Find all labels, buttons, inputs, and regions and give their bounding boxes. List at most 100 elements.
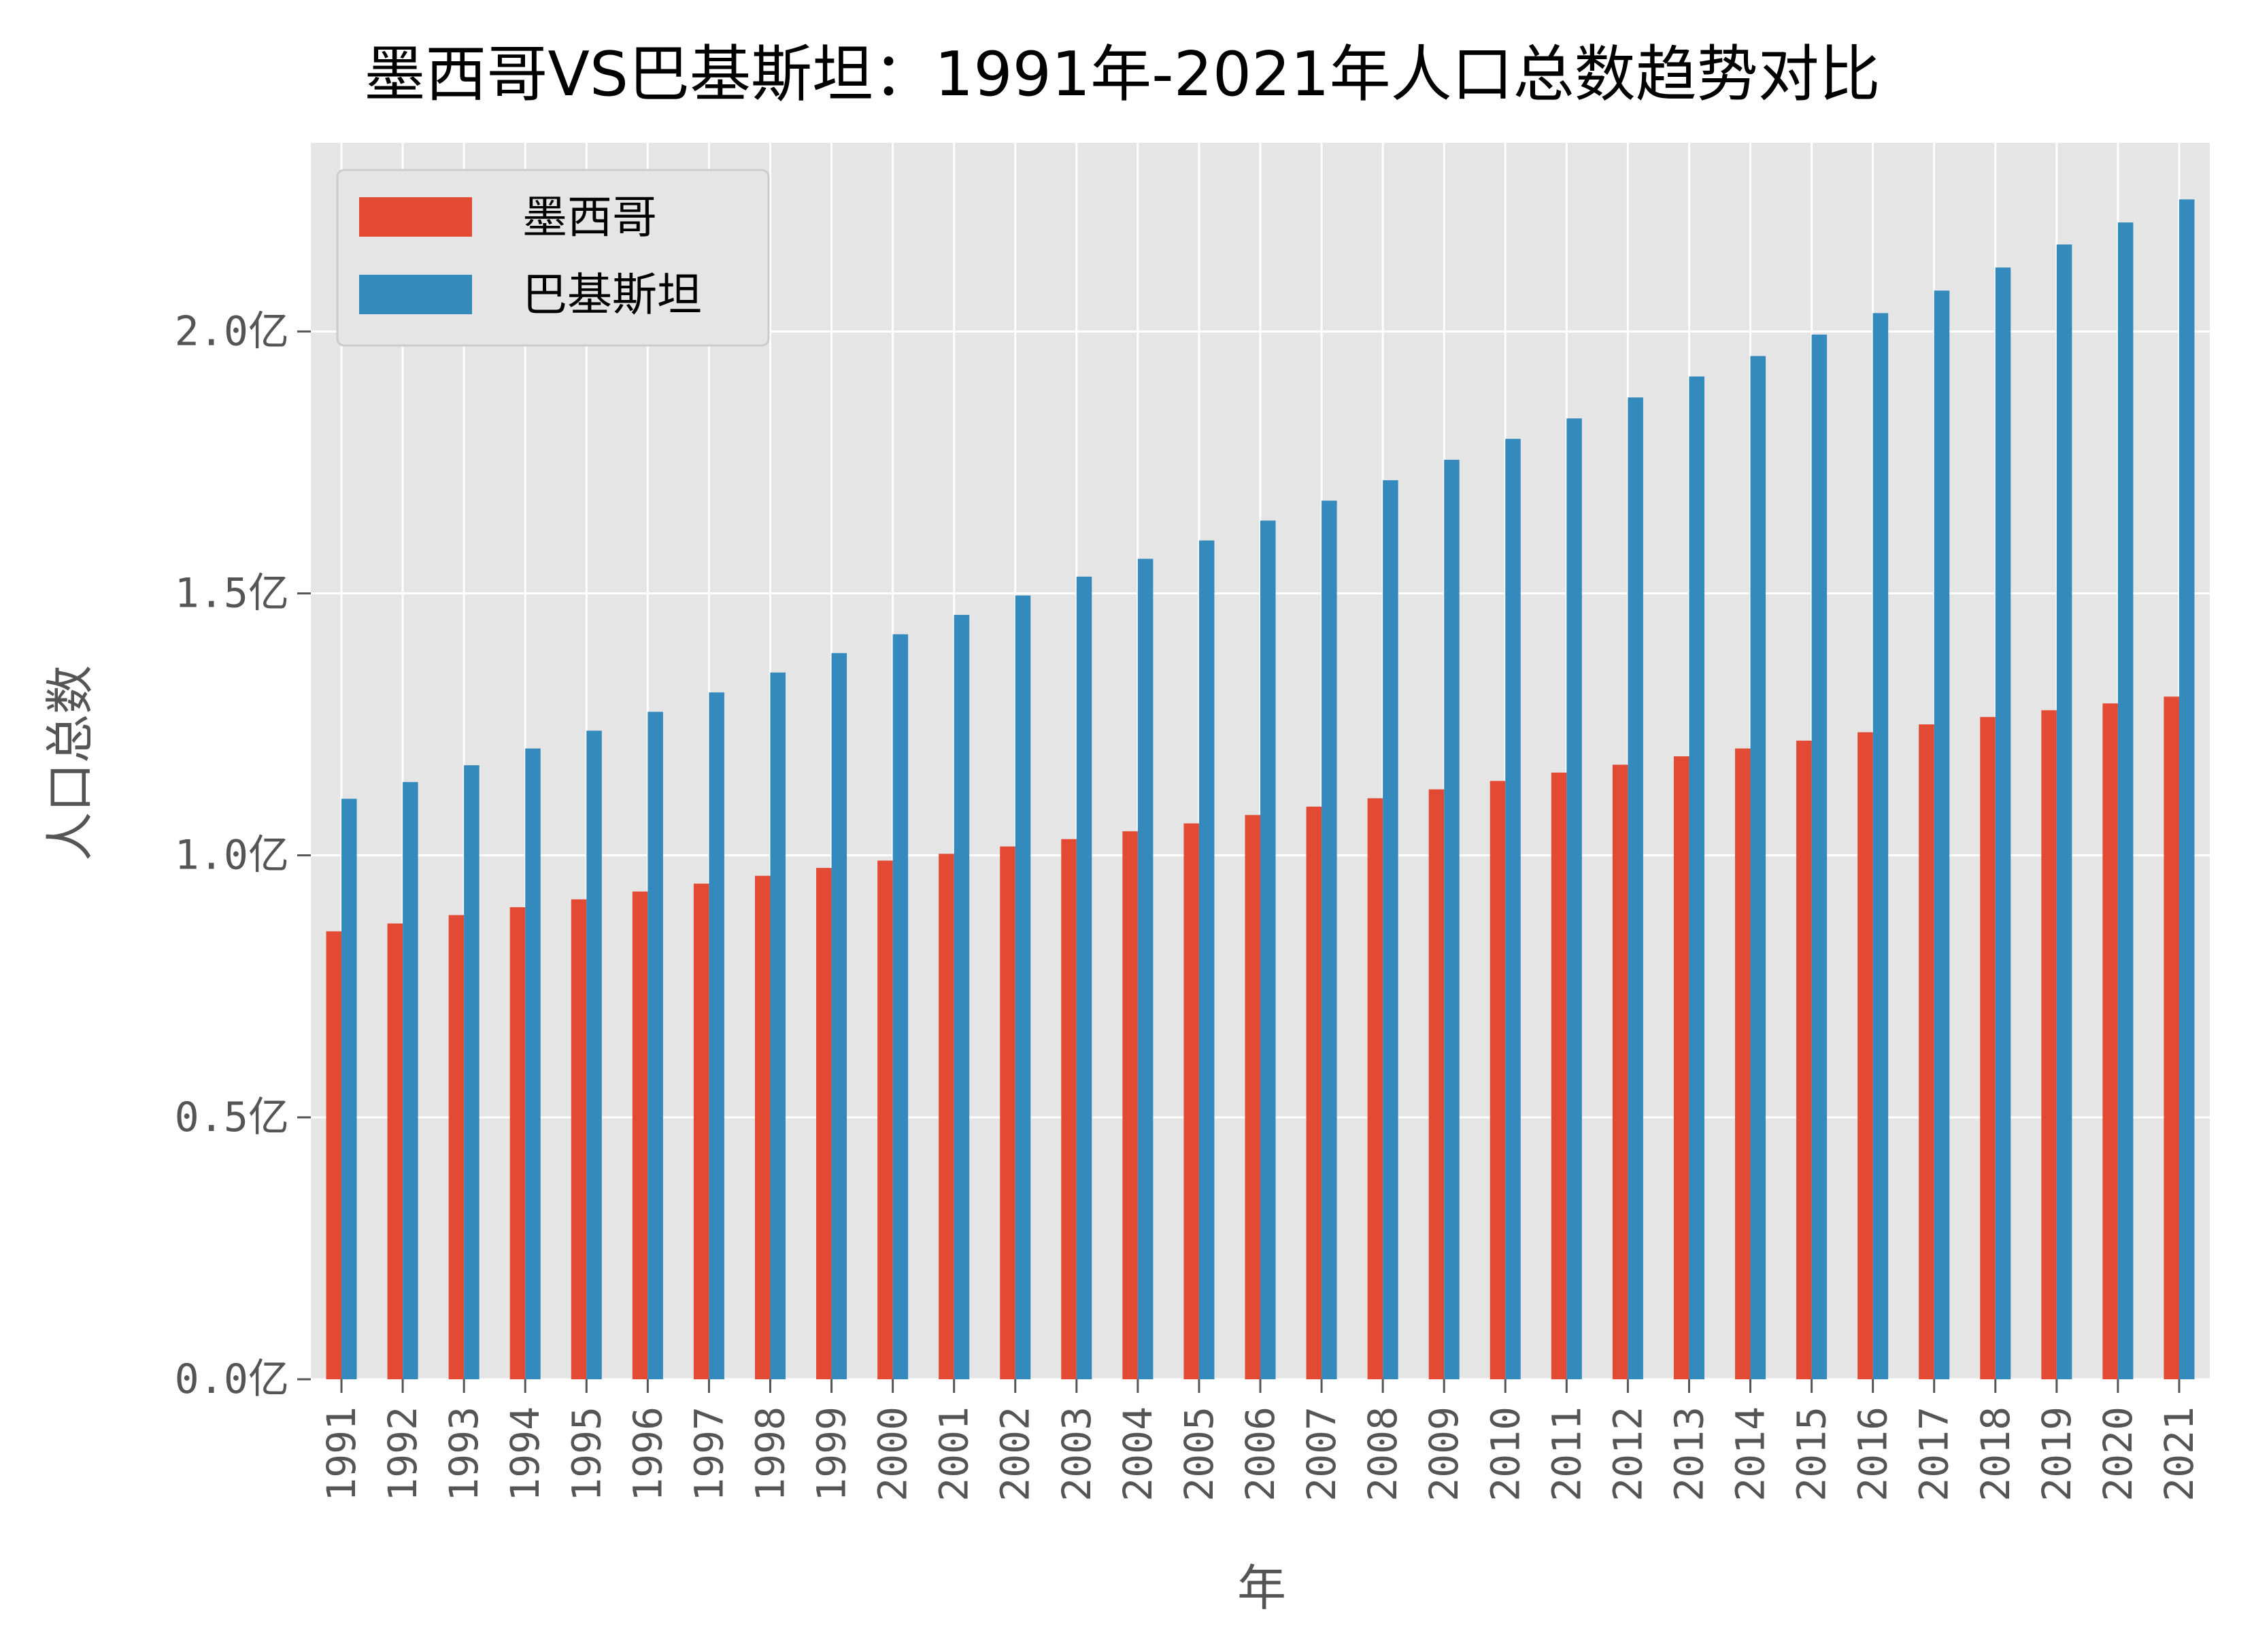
bar-pakistan [1198, 540, 1215, 1380]
y-axis: 0.0亿 0.5亿 1.0亿 1.5亿 2.0亿 [175, 307, 311, 1403]
x-tick-label: 2014 [1728, 1406, 1774, 1502]
x-tick-label: 2002 [992, 1406, 1039, 1502]
bar-pakistan [1322, 501, 1337, 1379]
bar-mexico [1306, 807, 1322, 1379]
x-tick-label: 1993 [441, 1406, 487, 1502]
x-tick-label: 2004 [1115, 1406, 1161, 1502]
x-tick-label: 2017 [1911, 1406, 1957, 1502]
bar-pakistan [1750, 356, 1766, 1379]
bar-pakistan [525, 748, 541, 1379]
bar-pakistan [1689, 376, 1704, 1379]
x-tick-label: 1995 [563, 1406, 609, 1502]
bar-pakistan [709, 692, 724, 1379]
x-tick-label: 1998 [747, 1406, 793, 1502]
bar-mexico [1122, 831, 1138, 1379]
x-tick-label: 2012 [1604, 1406, 1651, 1502]
y-axis-label: 人口总数 [41, 665, 99, 861]
x-tick-label: 1997 [686, 1406, 732, 1502]
bar-mexico [1673, 756, 1689, 1379]
bar-pakistan [1505, 439, 1521, 1380]
bar-pakistan [1566, 418, 1582, 1380]
bar-mexico [1061, 839, 1077, 1379]
x-tick-label: 2010 [1482, 1406, 1528, 1502]
bar-mexico [693, 883, 709, 1379]
bar-pakistan [1383, 480, 1398, 1379]
y-tick-label: 1.0亿 [175, 832, 289, 879]
bar-pakistan [586, 730, 602, 1379]
bar-pakistan [2056, 244, 2072, 1379]
bar-mexico [2102, 703, 2118, 1379]
bar-pakistan [1995, 267, 2011, 1379]
bar-pakistan [403, 781, 418, 1379]
x-axis: 1991 1992 1993 1994 1995 1996 1997 1998 1999 2000… [318, 1379, 2202, 1502]
bar-pakistan [464, 765, 480, 1379]
bar-pakistan [1444, 460, 1460, 1379]
x-tick-label: 2008 [1360, 1406, 1406, 1502]
x-tick-label: 2003 [1054, 1406, 1100, 1502]
bar-pakistan [1811, 334, 1828, 1379]
bar-mexico [509, 907, 526, 1379]
bar-mexico [1796, 740, 1812, 1379]
bar-mexico [1980, 717, 1996, 1379]
x-tick-label: 2018 [1972, 1406, 2019, 1502]
bar-pakistan [2179, 199, 2195, 1379]
bar-pakistan [1628, 397, 1643, 1379]
x-tick-label: 1992 [380, 1406, 426, 1502]
bar-mexico [877, 860, 893, 1379]
bar-pakistan [892, 634, 909, 1380]
bar-pakistan [1872, 313, 1889, 1380]
bar-pakistan [1137, 558, 1154, 1379]
bar-mexico [1612, 764, 1628, 1379]
bar-mexico [387, 923, 403, 1379]
bar-mexico [939, 854, 954, 1379]
x-tick-label: 2015 [1789, 1406, 1835, 1502]
bar-mexico [1551, 772, 1567, 1379]
x-axis-label: 年 [1237, 1560, 1286, 1617]
x-tick-label: 2000 [870, 1406, 916, 1502]
bar-mexico [1857, 732, 1873, 1379]
bar-mexico [1183, 823, 1199, 1379]
bar-mexico [1000, 846, 1015, 1379]
bar-pakistan [954, 615, 970, 1379]
y-tick-label: 0.5亿 [175, 1094, 289, 1141]
bar-mexico [1428, 789, 1445, 1379]
x-tick-label: 1996 [624, 1406, 671, 1502]
bar-pakistan [1076, 576, 1092, 1379]
x-tick-label: 1999 [809, 1406, 855, 1502]
bar-mexico [754, 875, 771, 1379]
legend: 墨西哥 巴基斯坦 [336, 169, 770, 347]
x-tick-label: 2019 [2034, 1406, 2080, 1502]
legend-swatch-mexico [359, 197, 472, 237]
bar-mexico [2164, 696, 2179, 1379]
y-tick-label: 1.5亿 [175, 569, 289, 617]
y-tick-label: 2.0亿 [175, 307, 289, 355]
x-tick-label: 2020 [2095, 1406, 2141, 1502]
y-tick-label: 0.0亿 [175, 1355, 289, 1403]
bar-mexico [326, 931, 342, 1379]
bar-pakistan [1015, 595, 1031, 1379]
bar-mexico [1367, 798, 1383, 1379]
x-tick-label: 2013 [1666, 1406, 1712, 1502]
x-tick-label: 2007 [1298, 1406, 1345, 1502]
bar-pakistan [1260, 520, 1276, 1379]
x-tick-label: 2021 [2156, 1406, 2202, 1502]
legend-label-mexico: 墨西哥 [522, 191, 657, 243]
x-tick-label: 2011 [1543, 1406, 1589, 1502]
legend-swatch-pakistan [359, 275, 472, 314]
bar-pakistan [1934, 290, 1950, 1379]
x-tick-label: 1991 [318, 1406, 365, 1502]
chart-title: 墨西哥VS巴基斯坦：1991年-2021年人口总数趋势对比 [364, 39, 1880, 110]
x-tick-label: 2016 [1850, 1406, 1896, 1502]
legend-label-pakistan: 巴基斯坦 [522, 269, 702, 321]
bar-mexico [1735, 748, 1751, 1379]
bar-mexico [571, 899, 587, 1379]
x-tick-label: 2009 [1421, 1406, 1467, 1502]
bar-mexico [448, 915, 465, 1379]
bars [326, 199, 2195, 1380]
bar-pakistan [770, 672, 786, 1379]
bar-mexico [816, 868, 832, 1379]
x-tick-label: 2006 [1237, 1406, 1283, 1502]
x-tick-label: 2005 [1176, 1406, 1222, 1502]
bar-mexico [1245, 815, 1260, 1379]
bar-pakistan [341, 798, 357, 1379]
